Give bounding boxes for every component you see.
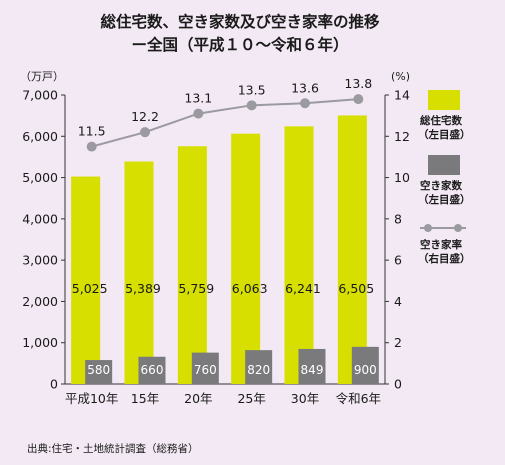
y-left-tick-label: 6,000 (22, 129, 58, 144)
legend-label-total-housing: 総住宅数 (420, 114, 462, 127)
bar-vacant-housing (245, 350, 273, 384)
y-right-tick-label: 12 (394, 129, 410, 144)
vacant-housing-value-label: 900 (354, 363, 377, 377)
y-right-tick-label: 2 (394, 335, 402, 350)
y-left-tick-label: 5,000 (22, 170, 58, 185)
legend-label-total-housing-axis: （左目盛） (418, 128, 471, 141)
y-left-tick-label: 3,000 (22, 253, 58, 268)
bar-vacant-housing (138, 356, 166, 384)
x-tick-label: 令和6年 (336, 391, 381, 406)
vacancy-rate-value-label: 11.5 (78, 124, 106, 139)
y-right-tick-label: 6 (394, 253, 402, 268)
bars (71, 115, 379, 385)
chart-subtitle: ー全国（平成１０～令和６年） (131, 35, 348, 54)
y-left-unit: （万戸） (20, 70, 64, 83)
total-housing-value-label: 6,063 (232, 281, 268, 296)
vacancy-rate-line (91, 98, 359, 148)
vacant-housing-value-label: 660 (141, 363, 164, 377)
legend-swatch-total-housing (428, 90, 460, 110)
y-right-tick-label: 8 (394, 211, 402, 226)
y-left-tick-label: 0 (50, 377, 58, 392)
legend-marker-vacancy-rate (424, 224, 432, 232)
x-tick-label: 15年 (131, 391, 159, 406)
y-left-tick-label: 2,000 (22, 294, 58, 309)
vacant-housing-value-label: 580 (87, 363, 110, 377)
vacant-housing-value-label: 820 (247, 363, 270, 377)
bar-vacant-housing (351, 346, 379, 384)
vacancy-rate-point (300, 98, 310, 109)
bar-total-housing (177, 146, 207, 384)
vacancy-rate-point (353, 94, 364, 105)
bar-total-housing (337, 115, 367, 384)
y-left-tick-label: 7,000 (22, 88, 58, 103)
bar-total-housing (124, 161, 154, 384)
vacant-housing-value-label: 849 (301, 363, 324, 377)
vacancy-rate-value-label: 13.8 (344, 76, 372, 91)
vacancy-rate-point (140, 127, 150, 138)
bar-total-housing (231, 133, 261, 384)
total-housing-value-label: 5,759 (178, 281, 214, 296)
x-tick-label: 25年 (237, 391, 265, 406)
vacancy-rate-value-label: 13.5 (238, 82, 266, 97)
vacancy-rate-point (193, 108, 204, 119)
bar-total-housing (71, 176, 101, 384)
legend: 総住宅数（左目盛）空き家数（左目盛）空き家率（右目盛） (418, 90, 471, 265)
total-housing-value-label: 5,025 (72, 281, 108, 296)
legend-label-vacant-housing: 空き家数 (420, 179, 462, 192)
y-right-tick-label: 4 (394, 294, 402, 309)
source-note: 出典:住宅・土地統計調査（総務省） (27, 442, 199, 455)
legend-marker-vacancy-rate (454, 224, 462, 232)
x-tick-label: 30年 (291, 391, 319, 406)
bar-vacant-housing (298, 348, 326, 384)
y-right-tick-label: 0 (394, 377, 402, 392)
legend-label-vacancy-rate-axis: （右目盛） (418, 252, 471, 265)
y-right-tick-label: 14 (394, 88, 410, 103)
bar-total-housing (284, 126, 314, 385)
vacancy-rate-value-label: 13.6 (291, 80, 319, 95)
legend-label-vacancy-rate: 空き家率 (420, 238, 462, 251)
chart-title: 総住宅数、空き家数及び空き家率の推移 (100, 12, 380, 31)
bar-vacant-housing (85, 360, 113, 384)
y-right-unit: (%) (391, 70, 410, 83)
data-labels: 5,025 580 5,389 660 5,759 760 6,063 820 6,241 849… (72, 76, 377, 377)
total-housing-value-label: 6,241 (285, 281, 321, 296)
x-tick-label: 平成10年 (65, 391, 118, 406)
vacancy-rate-value-label: 13.1 (184, 91, 212, 106)
axes: 0 1,000 2,000 3,000 4,000 5,000 6,000 7,000 0 2 4 6… (22, 88, 410, 407)
legend-swatch-vacant-housing (428, 155, 460, 175)
vacancy-rate-point (86, 141, 97, 152)
x-tick-label: 20年 (184, 391, 212, 406)
bar-vacant-housing (191, 352, 219, 384)
total-housing-value-label: 5,389 (125, 281, 161, 296)
vacancy-rate-value-label: 12.2 (131, 109, 159, 124)
rate-line (86, 94, 364, 152)
y-left-tick-label: 4,000 (22, 211, 58, 226)
y-left-tick-label: 1,000 (22, 335, 58, 350)
vacancy-rate-point (246, 100, 257, 111)
vacant-housing-value-label: 760 (194, 363, 217, 377)
legend-label-vacant-housing-axis: （左目盛） (418, 193, 471, 206)
total-housing-value-label: 6,505 (338, 281, 374, 296)
y-right-tick-label: 10 (394, 170, 410, 185)
